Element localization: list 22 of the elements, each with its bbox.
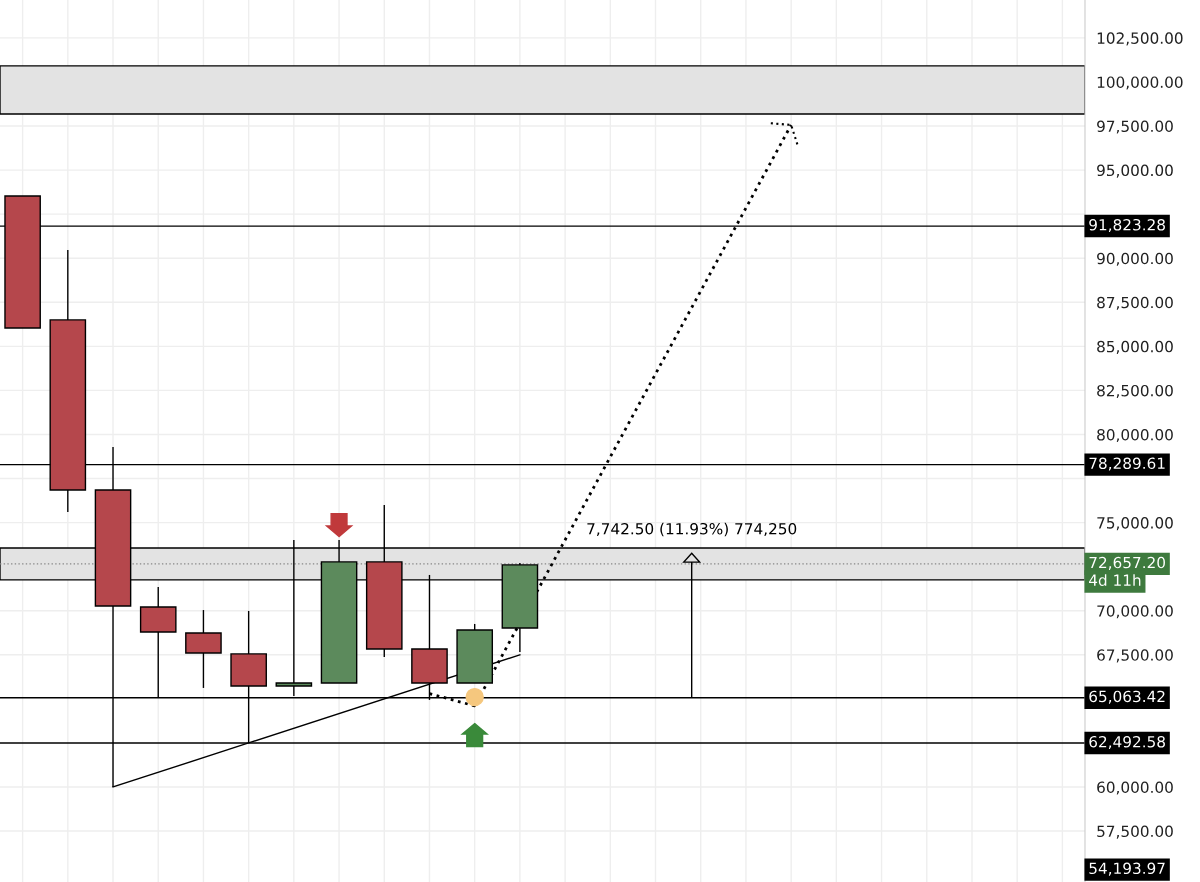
y-tick-label: 97,500.00 [1097,120,1173,134]
text: 4d 11h [1089,574,1141,586]
y-tick-label: 82,500.00 [1097,384,1173,398]
y-tick-label: 87,500.00 [1097,296,1173,310]
y-tick-label: 100,000.00 [1097,76,1183,90]
ref-line-label: 91,823.28 [1089,218,1165,233]
y-tick-label: 57,500.00 [1097,825,1173,839]
ref-line-label: 65,063.42 [1089,690,1165,704]
y-tick-label: 95,000.00 [1097,164,1173,178]
ref-line-label: 62,492.58 [1089,735,1165,750]
y-tick-label: 60,000.00 [1097,781,1173,795]
y-tick-label: 67,500.00 [1097,649,1173,663]
y-tick-label: 85,000.00 [1097,340,1173,354]
y-tick-label: 70,000.00 [1097,605,1173,619]
text: 54,193.97 [1089,862,1165,876]
y-tick-label: 75,000.00 [1097,517,1173,531]
y-tick-label: 80,000.00 [1097,428,1173,443]
ref-line-label: 72,657.20 [1089,556,1165,570]
ref-line-label: 78,289.61 [1089,457,1165,471]
y-tick-label: 90,000.00 [1097,252,1173,266]
annotation: 7,742.50 (11.93%) 774,250 [587,522,797,537]
y-tick-label: 102,500.00 [1097,32,1183,46]
